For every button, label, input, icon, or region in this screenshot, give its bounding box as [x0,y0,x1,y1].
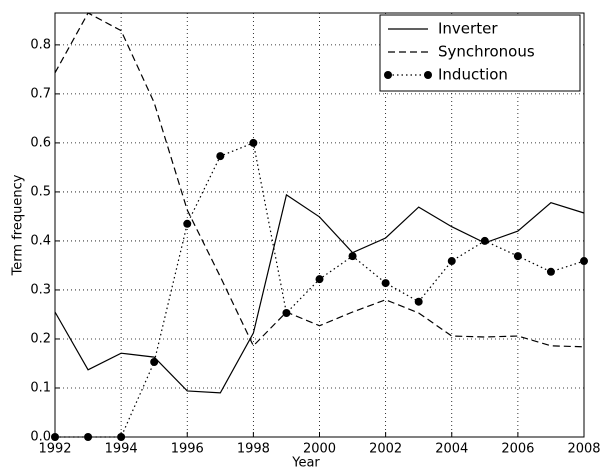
y-tick-label: 0.0 [30,430,51,445]
data-point [580,257,588,266]
x-tick-label: 2008 [567,442,600,457]
y-tick-label: 0.3 [30,282,51,297]
data-point [348,252,357,261]
data-point [480,236,489,245]
plot-frame [54,12,585,438]
data-point [117,433,126,441]
data-point [150,358,159,367]
data-point [216,152,225,161]
x-tick-label: 1992 [38,442,71,457]
legend-label: Inverter [438,20,498,38]
y-tick-label: 0.2 [30,331,51,346]
y-tick-label: 0.5 [30,184,51,199]
data-point [447,257,456,266]
legend-marker [384,71,392,79]
series-line [54,12,585,348]
legend-label: Synchronous [438,43,535,61]
y-tick-label: 0.4 [30,233,51,248]
x-tick-label: 1998 [237,442,270,457]
y-tick-label: 0.7 [30,86,51,101]
y-tick-label: 0.1 [30,380,51,395]
x-tick-label: 2000 [303,442,336,457]
x-axis-label: Year [291,456,320,471]
x-tick-label: 1996 [171,442,204,457]
x-tick-label: 2006 [501,442,534,457]
series-line [54,193,585,394]
data-point [183,219,192,228]
data-point [51,433,59,441]
data-point [546,267,555,276]
y-tick-label: 0.6 [30,135,51,150]
data-point [282,308,291,317]
x-tick-label: 2004 [435,442,468,457]
data-point [315,275,324,284]
data-point [381,279,390,288]
data-point [513,252,522,261]
y-tick-label: 0.8 [30,37,51,52]
x-tick-label: 1994 [105,442,138,457]
x-tick-label: 2002 [369,442,402,457]
legend-box [379,14,581,92]
data-point [249,138,258,147]
legend-marker [424,71,432,79]
data-point [414,297,423,306]
data-point [84,433,93,441]
y-axis-label: Term frequency [11,174,26,276]
legend-label: Induction [438,66,508,84]
